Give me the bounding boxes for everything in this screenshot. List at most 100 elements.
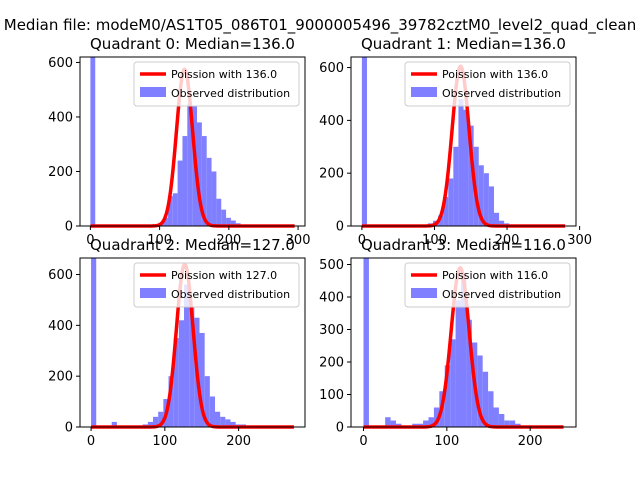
axes-frame [350, 257, 577, 428]
y-tick-label: 400 [48, 319, 73, 334]
histogram-bar [172, 193, 178, 226]
histogram-bar [187, 103, 193, 226]
histogram-bar [153, 416, 159, 427]
y-tick-label: 0 [336, 220, 344, 235]
histogram-bar [230, 421, 236, 427]
histogram-bar [220, 416, 226, 427]
legend-hist-label: Observed distribution [171, 288, 290, 301]
histogram-bar [444, 365, 451, 427]
histogram-bar [390, 420, 396, 427]
x-tick-label: 200 [226, 434, 251, 449]
y-tick-label: 600 [48, 268, 73, 283]
histogram-bar [230, 220, 236, 226]
histogram-bar [448, 178, 454, 226]
histogram-bar [483, 173, 489, 226]
legend-hist-swatch [140, 87, 166, 97]
x-tick-label: 200 [518, 434, 543, 449]
y-tick-label: 200 [48, 370, 73, 385]
y-tick-label: 200 [319, 356, 344, 371]
legend-box [133, 262, 300, 308]
histogram-bar [504, 420, 510, 427]
histogram-bar [197, 122, 202, 226]
x-tick-label: 300 [567, 233, 592, 248]
x-tick-label: 200 [495, 233, 520, 248]
x-tick-label: 200 [216, 233, 241, 248]
histogram-bar [201, 136, 207, 226]
histogram-bar [173, 338, 179, 427]
histogram-bar [182, 136, 188, 226]
x-tick-label: 100 [147, 233, 172, 248]
legend-hist-swatch [411, 87, 437, 97]
histogram-bar [221, 209, 227, 226]
legend-hist-swatch [411, 288, 437, 298]
legend-hist-label: Observed distribution [442, 87, 561, 100]
legend-line-label: Poission with 136.0 [171, 68, 277, 81]
histogram-bar [488, 391, 494, 427]
histogram-bar [478, 165, 484, 226]
legend-line-label: Poission with 127.0 [171, 269, 277, 282]
y-tick-label: 0 [336, 421, 344, 436]
y-tick-label: 400 [319, 291, 344, 306]
histogram-bar [428, 417, 434, 427]
histogram-bar [167, 196, 173, 226]
x-tick-label: 0 [86, 233, 94, 248]
histogram-bar [455, 300, 461, 427]
histogram-bar [111, 421, 117, 427]
histogram-bar [463, 109, 469, 226]
x-tick-label: 300 [286, 233, 311, 248]
histogram-bar [438, 215, 444, 226]
histogram-bar [466, 319, 472, 427]
histogram-bar [468, 125, 474, 226]
histogram-bar [226, 217, 231, 226]
histogram-bar [361, 57, 367, 226]
histogram-bar [90, 57, 96, 226]
histogram-bar [499, 220, 505, 226]
axes-frame [350, 56, 577, 227]
histogram-bar [177, 160, 183, 226]
x-tick-label: 100 [152, 434, 177, 449]
legend-hist-label: Observed distribution [442, 288, 561, 301]
histogram-bar [199, 332, 205, 427]
legend-line-label: Poission with 136.0 [442, 68, 548, 81]
x-tick-label: 0 [358, 233, 366, 248]
y-tick-label: 100 [319, 388, 344, 403]
histogram-bar [211, 171, 217, 226]
y-tick-label: 500 [319, 258, 344, 273]
y-tick-label: 400 [319, 114, 344, 129]
histogram-bar [453, 146, 459, 226]
legend-hist-swatch [140, 288, 166, 298]
subplot-title: Quadrant 1: Median=136.0 [361, 35, 566, 53]
y-tick-label: 200 [319, 167, 344, 182]
histogram-bar [477, 355, 483, 427]
histogram-bar [493, 212, 500, 226]
y-tick-label: 200 [48, 165, 73, 180]
x-tick-label: 0 [87, 434, 95, 449]
x-tick-label: 100 [422, 233, 447, 248]
subplot-title: Quadrant 2: Median=127.0 [90, 236, 295, 254]
histogram-bar [488, 186, 494, 226]
histogram-bar [458, 99, 464, 226]
axes-frame [79, 56, 306, 227]
legend-box [404, 61, 571, 107]
subplot-title: Quadrant 0: Median=136.0 [90, 35, 295, 53]
histogram-bar [482, 371, 489, 427]
subplot-title: Quadrant 3: Median=116.0 [361, 236, 566, 254]
histogram-bar [204, 376, 210, 427]
figure-title: Median file: modeM0/AS1T05_086T01_900000… [3, 16, 637, 34]
legend-hist-label: Observed distribution [171, 87, 290, 100]
x-tick-label: 100 [434, 434, 459, 449]
histogram-bar [206, 157, 212, 226]
histogram-bar [450, 339, 456, 427]
histogram-bar [498, 414, 505, 427]
histogram-bar [363, 258, 369, 427]
y-tick-label: 400 [48, 110, 73, 125]
histogram-bar [216, 198, 222, 226]
histogram-bar [209, 396, 215, 427]
histogram-bar [493, 407, 499, 427]
histogram-bar [433, 407, 440, 427]
histogram-bar [225, 419, 231, 427]
histogram-bar [178, 320, 185, 427]
histogram-bar [163, 217, 168, 226]
histogram-bar [147, 421, 154, 427]
